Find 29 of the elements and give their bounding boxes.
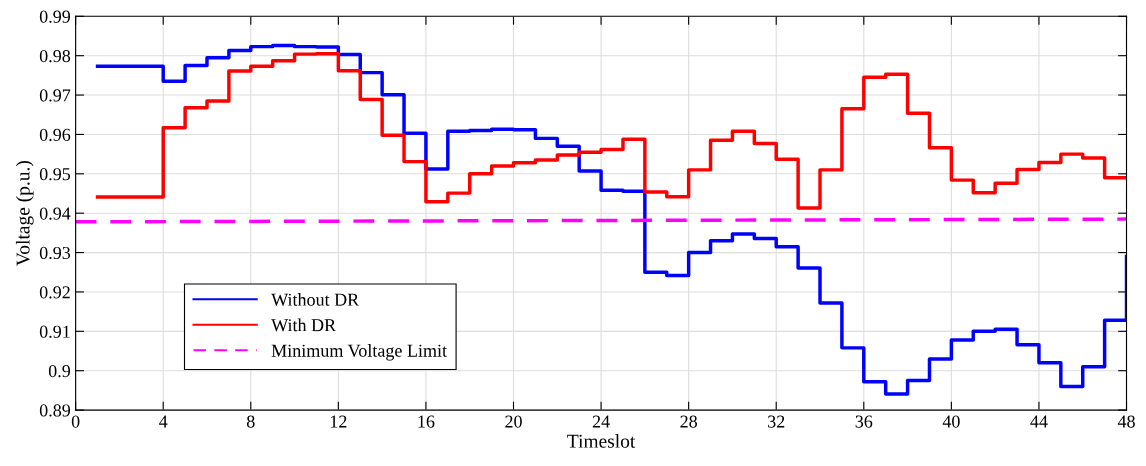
y-tick-label: 0.98: [39, 49, 71, 63]
y-tick-label: 0.97: [39, 89, 71, 102]
x-tick-label: 36: [855, 415, 873, 428]
y-tick-label: 0.95: [39, 168, 71, 181]
y-tick-label: 0.93: [39, 246, 71, 260]
x-tick-label: 24: [592, 415, 610, 428]
x-tick-label: 28: [680, 415, 697, 428]
legend-label: Minimum Voltage Limit: [271, 344, 447, 361]
x-tick-label: 8: [246, 415, 255, 428]
x-tick-label: 44: [1030, 415, 1048, 428]
x-tick-label: 12: [330, 415, 347, 428]
x-tick-label: 16: [418, 415, 435, 428]
y-tick-label: 0.89: [39, 404, 71, 417]
legend-label: Without DR: [271, 293, 360, 306]
y-tick-label: 0.94: [39, 207, 71, 220]
x-tick-label: 40: [942, 415, 960, 428]
y-tick-label: 0.91: [39, 325, 70, 338]
x-tick-label: 48: [1117, 415, 1135, 428]
legend-label: With DR: [271, 318, 337, 332]
y-tick-label: 0.92: [39, 286, 70, 299]
x-axis-title: Timeslot: [567, 434, 636, 448]
y-axis-title: Voltage (p.u.): [15, 161, 34, 266]
x-tick-label: 0: [71, 415, 80, 428]
x-tick-label: 4: [159, 415, 168, 428]
x-tick-label: 20: [505, 415, 522, 428]
y-tick-label: 0.99: [39, 10, 71, 23]
y-tick-label: 0.96: [39, 128, 71, 141]
y-tick-label: 0.9: [48, 364, 71, 378]
x-tick-label: 32: [768, 415, 785, 428]
